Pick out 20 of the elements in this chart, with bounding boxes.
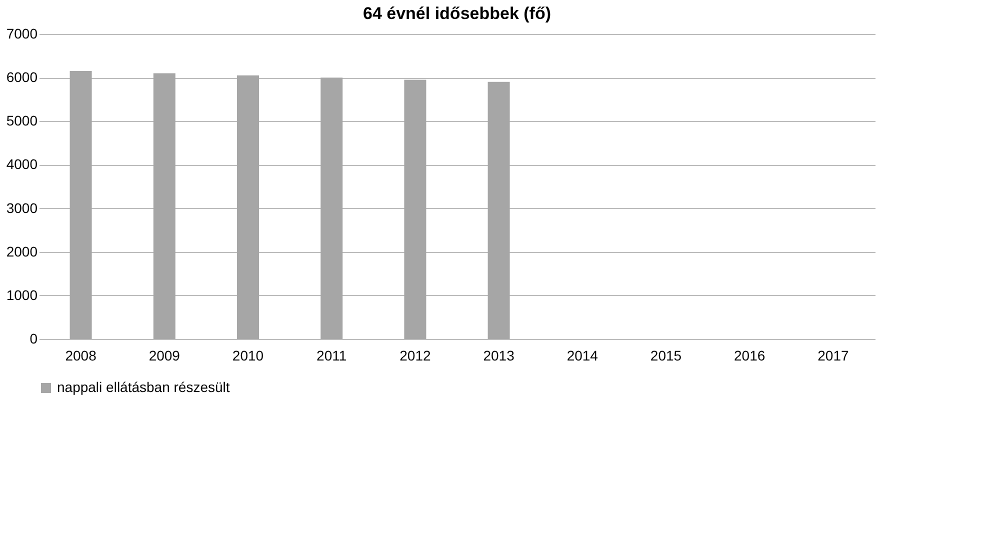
y-tick-label: 1000 <box>6 286 38 303</box>
x-tick-label: 2008 <box>65 348 97 364</box>
x-tick-label: 2014 <box>566 348 598 364</box>
x-tick-label: 2012 <box>400 348 431 364</box>
x-tick-label: 2013 <box>483 348 515 364</box>
y-tick-label: 0 <box>30 330 38 346</box>
y-tick-label: 4000 <box>6 156 38 172</box>
chart-title: 64 évnél idősebbek (fő) <box>363 4 551 23</box>
y-tick-label: 2000 <box>6 243 38 260</box>
x-tick-label: 2009 <box>148 348 180 364</box>
x-tick-label: 2016 <box>734 348 766 364</box>
y-tick-label: 3000 <box>6 200 38 216</box>
x-tick-label: 2015 <box>650 348 682 364</box>
x-tick-label: 2010 <box>232 348 264 364</box>
y-tick-label: 7000 <box>6 26 38 42</box>
x-tick-label: 2011 <box>316 348 347 364</box>
y-tick-label: 6000 <box>6 69 38 86</box>
legend-label: nappali ellátásban részesült <box>57 379 230 395</box>
x-tick-label: 2017 <box>818 348 849 364</box>
y-tick-label: 5000 <box>6 112 38 129</box>
